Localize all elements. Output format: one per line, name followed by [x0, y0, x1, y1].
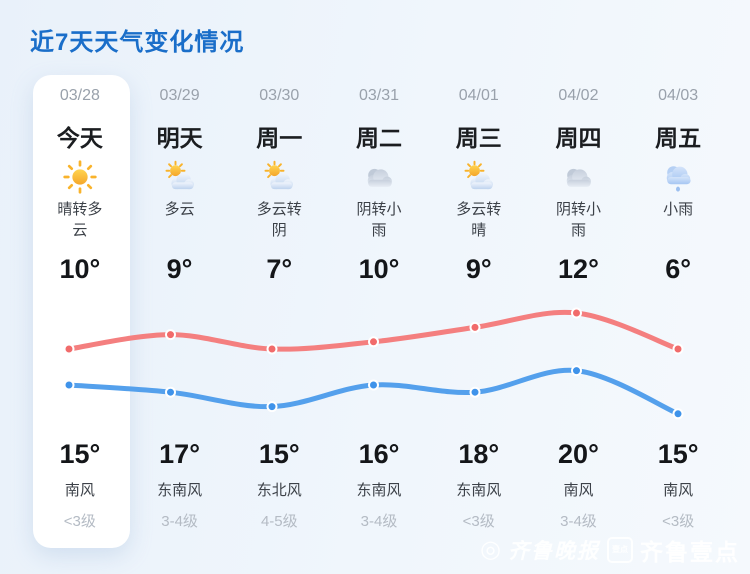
condition-text: 小雨: [663, 201, 694, 218]
weather-icon: [261, 159, 297, 195]
temp-top: 7°: [266, 253, 293, 284]
condition-text: 多云: [164, 201, 195, 218]
day-label: 明天: [156, 125, 203, 151]
wind-direction: 南风: [64, 481, 95, 499]
day-date: 03/29: [159, 87, 200, 104]
day-date: 03/31: [358, 87, 400, 104]
app-badge-icon: 壹点: [607, 537, 633, 563]
day-label: 周一: [256, 125, 303, 151]
wind-level: 4-5级: [260, 512, 298, 530]
page-title: 近7天天气变化情况: [30, 29, 245, 56]
temp-bottom: 18°: [458, 438, 500, 469]
day-column[interactable]: 04/02 周四 阴转小雨 12° 20° 南风 3-4级: [529, 75, 629, 536]
day-date: 04/02: [558, 87, 599, 104]
day-date: 03/28: [59, 87, 100, 104]
weather-icon: [560, 159, 596, 195]
day-date: 04/03: [658, 87, 699, 104]
forecast-columns: 03/28 今天 晴转多云 10° 15° 南风 <3级 03/29 明天 多云…: [30, 75, 728, 536]
temp-top: 6°: [665, 253, 692, 284]
wind-level: <3级: [662, 512, 695, 530]
day-column[interactable]: 04/01 周三 多云转晴 9° 18° 东南风 <3级: [429, 75, 529, 536]
paper-name: 齐鲁晚报: [508, 539, 600, 563]
paper-logo-icon: ◎: [480, 536, 501, 563]
wind-level: 3-4级: [560, 512, 597, 530]
temp-bottom: 20°: [558, 438, 599, 469]
day-label: 周二: [356, 125, 403, 151]
weather-icon: [162, 159, 198, 195]
condition-text: 多云转晴: [456, 201, 502, 239]
day-column[interactable]: 04/03 周五 小雨 6° 15° 南风 <3级: [628, 75, 728, 536]
wind-direction: 东南风: [157, 481, 203, 499]
temp-bottom: 17°: [159, 438, 200, 469]
day-label: 周四: [555, 125, 602, 151]
temp-top: 10°: [358, 253, 400, 284]
wind-direction: 南风: [563, 481, 594, 499]
wind-level: 3-4级: [161, 512, 198, 530]
temp-top: 12°: [558, 253, 599, 284]
day-date: 03/30: [259, 87, 300, 104]
day-label: 周五: [655, 125, 702, 151]
wind-direction: 东南风: [456, 481, 502, 499]
day-label: 今天: [56, 125, 103, 151]
condition-text: 多云转阴: [256, 201, 302, 239]
day-column[interactable]: 03/30 周一 多云转阴 7° 15° 东北风 4-5级: [229, 75, 329, 536]
day-label: 周三: [455, 125, 502, 151]
condition-text: 阴转小雨: [555, 201, 601, 239]
watermark: ◎ 齐鲁晚报 壹点 齐鲁壹点: [480, 534, 740, 566]
weather-icon: [361, 159, 397, 195]
weather-icon: [660, 159, 696, 195]
wind-level: 3-4级: [360, 512, 398, 530]
day-column-today[interactable]: 03/28 今天 晴转多云 10° 15° 南风 <3级: [30, 75, 130, 536]
wind-level: <3级: [462, 512, 495, 530]
day-column[interactable]: 03/31 周二 阴转小雨 10° 16° 东南风 3-4级: [329, 75, 429, 536]
wind-direction: 东北风: [256, 481, 302, 499]
temp-bottom: 15°: [258, 438, 300, 469]
temp-bottom: 15°: [59, 438, 101, 469]
day-column[interactable]: 03/29 明天 多云 9° 17° 东南风 3-4级: [130, 75, 230, 536]
wind-level: <3级: [63, 512, 96, 530]
temp-bottom: 16°: [358, 438, 400, 469]
temp-bottom: 15°: [657, 438, 699, 469]
temp-top: 10°: [59, 253, 101, 284]
wind-direction: 东南风: [356, 481, 402, 499]
weather-icon: [461, 159, 497, 195]
app-name: 齐鲁壹点: [640, 539, 740, 565]
temp-top: 9°: [465, 253, 492, 284]
temp-top: 9°: [166, 253, 193, 284]
day-date: 04/01: [458, 87, 499, 104]
wind-direction: 南风: [663, 481, 694, 499]
weather-icon: [62, 159, 98, 195]
condition-text: 阴转小雨: [356, 201, 402, 239]
condition-text: 晴转多云: [57, 201, 103, 239]
